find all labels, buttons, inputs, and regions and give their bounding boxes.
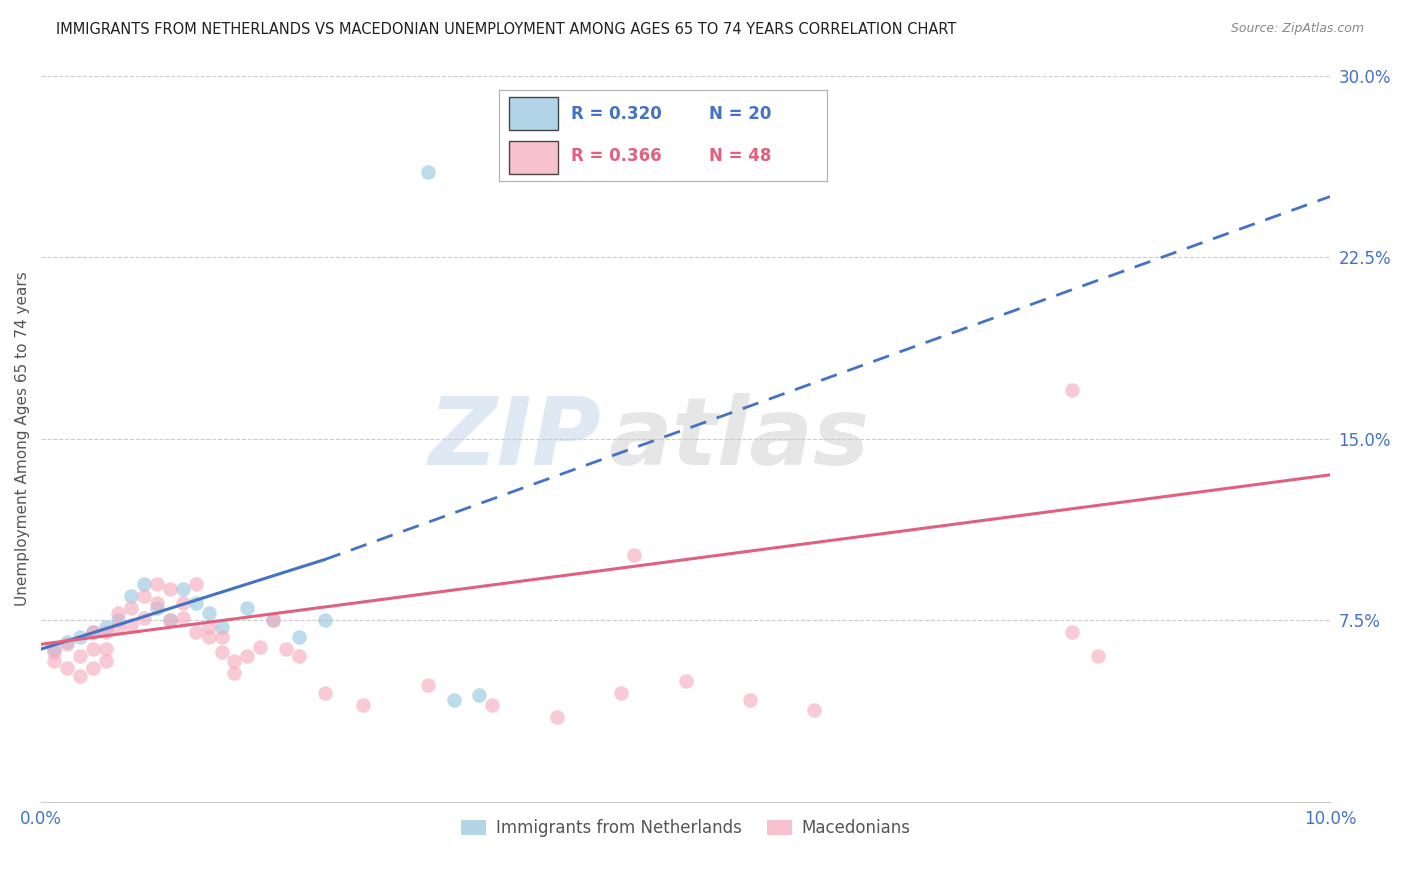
Point — [69, 649, 91, 664]
Point — [288, 630, 311, 644]
Point — [120, 589, 142, 603]
Point — [159, 582, 181, 596]
Point — [56, 661, 79, 675]
Point — [610, 686, 633, 700]
Point — [211, 620, 233, 634]
Point — [172, 582, 194, 596]
Point — [623, 548, 645, 562]
Point — [1062, 625, 1084, 640]
Point — [94, 625, 117, 640]
Point — [69, 630, 91, 644]
Point — [184, 596, 207, 610]
Legend: Immigrants from Netherlands, Macedonians: Immigrants from Netherlands, Macedonians — [454, 813, 917, 844]
Point — [274, 642, 297, 657]
Point — [172, 610, 194, 624]
Point — [120, 601, 142, 615]
Point — [159, 613, 181, 627]
Point — [546, 710, 568, 724]
Text: ZIP: ZIP — [429, 392, 602, 484]
Point — [107, 620, 129, 634]
Point — [197, 620, 219, 634]
Point — [224, 666, 246, 681]
Point — [236, 649, 259, 664]
Point — [134, 610, 156, 624]
Point — [69, 669, 91, 683]
Point — [94, 642, 117, 657]
Point — [146, 601, 169, 615]
Point — [443, 693, 465, 707]
Point — [146, 576, 169, 591]
Point — [211, 630, 233, 644]
Point — [56, 637, 79, 651]
Point — [172, 596, 194, 610]
Point — [197, 606, 219, 620]
Point — [82, 625, 104, 640]
Point — [184, 576, 207, 591]
Point — [82, 642, 104, 657]
Point — [82, 661, 104, 675]
Point — [42, 654, 65, 668]
Point — [94, 654, 117, 668]
Point — [159, 613, 181, 627]
Point — [314, 686, 336, 700]
Point — [262, 613, 284, 627]
Point — [224, 654, 246, 668]
Point — [481, 698, 503, 712]
Text: atlas: atlas — [609, 392, 869, 484]
Point — [42, 644, 65, 658]
Text: IMMIGRANTS FROM NETHERLANDS VS MACEDONIAN UNEMPLOYMENT AMONG AGES 65 TO 74 YEARS: IMMIGRANTS FROM NETHERLANDS VS MACEDONIA… — [56, 22, 956, 37]
Point — [249, 640, 271, 654]
Point — [120, 618, 142, 632]
Point — [211, 644, 233, 658]
Point — [262, 613, 284, 627]
Point — [416, 165, 439, 179]
Point — [107, 606, 129, 620]
Point — [197, 630, 219, 644]
Point — [738, 693, 761, 707]
Point — [134, 576, 156, 591]
Point — [416, 678, 439, 692]
Point — [94, 620, 117, 634]
Point — [314, 613, 336, 627]
Point — [236, 601, 259, 615]
Point — [184, 625, 207, 640]
Point — [42, 642, 65, 657]
Point — [1062, 383, 1084, 397]
Point — [82, 625, 104, 640]
Point — [56, 635, 79, 649]
Y-axis label: Unemployment Among Ages 65 to 74 years: Unemployment Among Ages 65 to 74 years — [15, 271, 30, 606]
Point — [675, 673, 697, 688]
Point — [468, 688, 491, 702]
Point — [146, 596, 169, 610]
Point — [352, 698, 374, 712]
Point — [803, 703, 825, 717]
Text: Source: ZipAtlas.com: Source: ZipAtlas.com — [1230, 22, 1364, 36]
Point — [288, 649, 311, 664]
Point — [1087, 649, 1109, 664]
Point — [134, 589, 156, 603]
Point — [107, 613, 129, 627]
